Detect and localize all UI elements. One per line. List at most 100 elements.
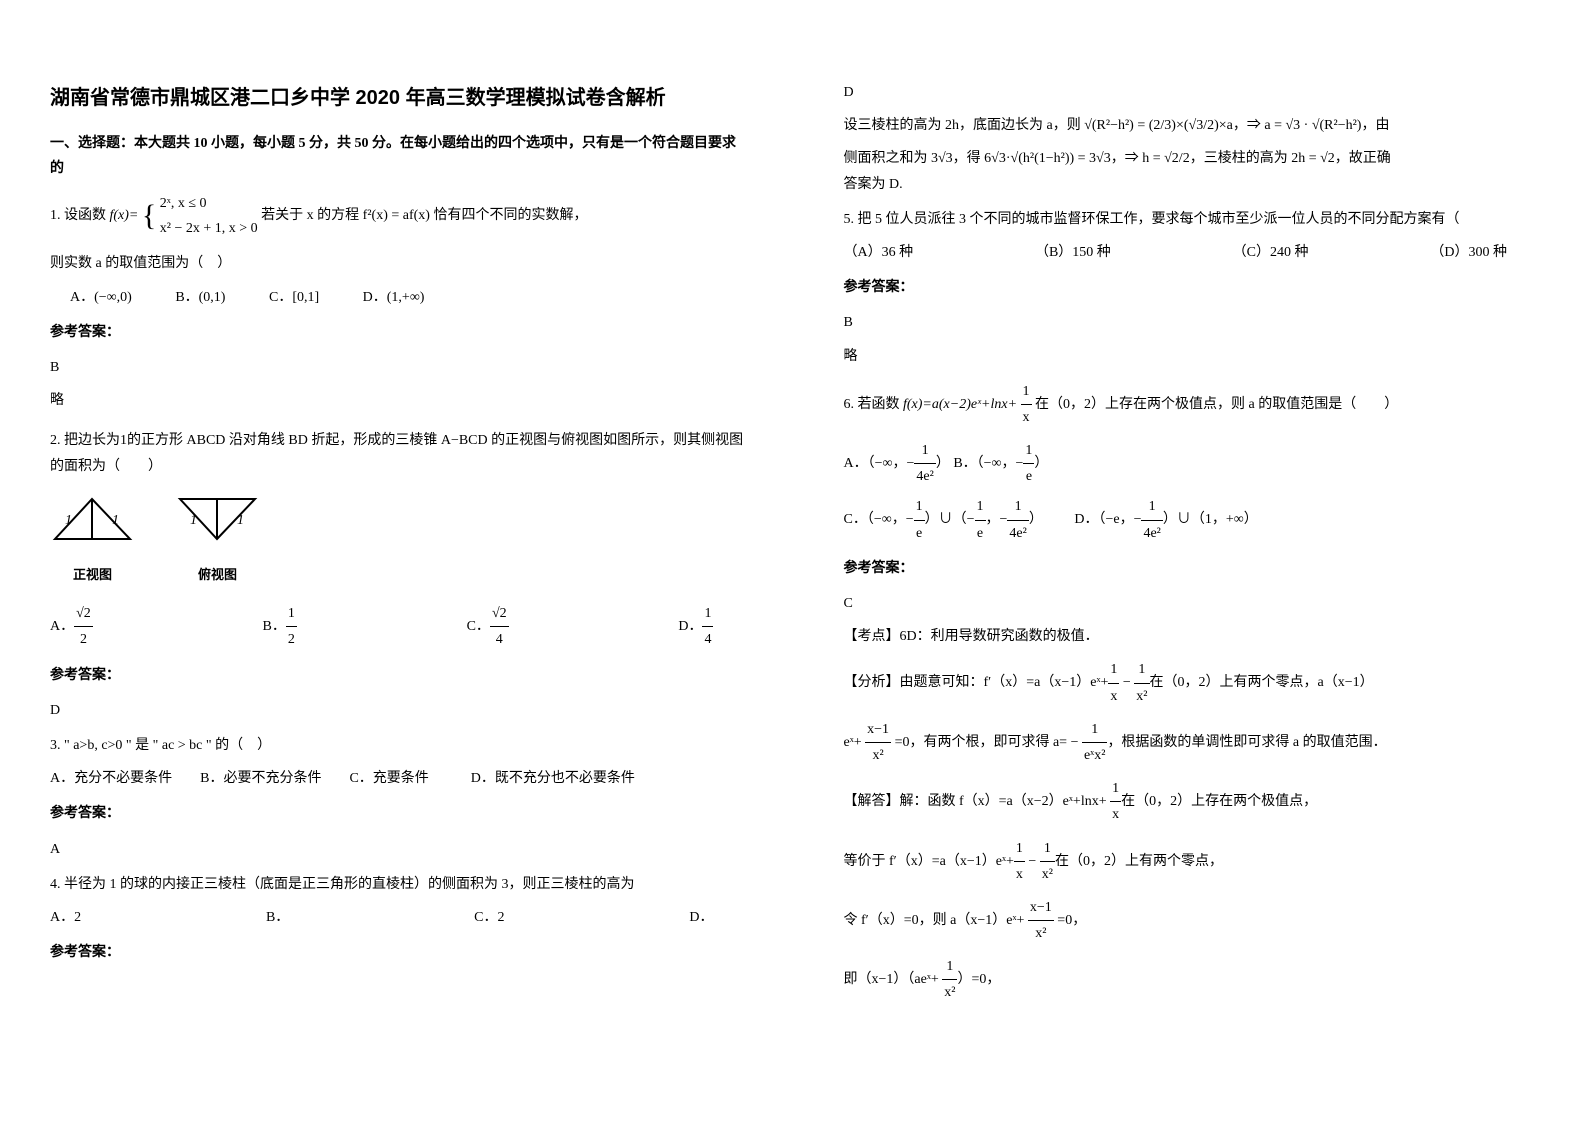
ans-label-5: 参考答案： [844, 275, 1538, 300]
l2-n: x−1 [865, 717, 891, 743]
q6b-post: ） [1034, 456, 1048, 471]
fx-d2: x² [1134, 684, 1149, 709]
q4-optC: C．2 [474, 905, 504, 930]
q2-optA-pre: A． [50, 619, 74, 634]
q2: 2. 把边长为1的正方形 ABCD 沿对角线 BD 折起，形成的三棱锥 A−BC… [50, 428, 744, 478]
title: 湖南省常德市鼎城区港二口乡中学 2020 年高三数学理模拟试卷含解析 [50, 80, 744, 116]
q6c-d3: 4e² [1007, 521, 1028, 546]
q6-fn: 1 [1021, 379, 1032, 405]
diagram-front: 1 1 正视图 [50, 494, 135, 587]
q1-optB: B．(0,1) [175, 290, 225, 305]
front-label: 正视图 [50, 563, 135, 586]
jd-tail: 在（0，2）上存在两个极值点， [1121, 794, 1317, 809]
q1-prefix: 1. 设函数 [50, 209, 106, 224]
jd-d: x [1110, 802, 1121, 827]
eq-tail: 在（0，2）上有两个零点， [1055, 853, 1223, 868]
q6c-d2: e [975, 521, 986, 546]
q4-options: A．2 B． C．2 D． [50, 905, 744, 930]
svg-text:1: 1 [190, 513, 197, 528]
q6-line2: eˣ+ x−1x² =0，有两个根，即可求得 a= − 1eˣx²，根据函数的单… [844, 717, 1538, 768]
q6b-n: 1 [1023, 438, 1034, 464]
right-page: D 设三棱柱的高为 2h，底面边长为 a，则 √(R²−h²) = (2/3)×… [794, 0, 1587, 1122]
q6c-n3: 1 [1007, 494, 1028, 520]
section1: 一、选择题：本大题共 10 小题，每小题 5 分，共 50 分。在每小题给出的四… [50, 131, 744, 181]
q6-optC: C．（−∞，−1e）∪（−1e，−14e²） D．（−e，−14e²）∪（1，+… [844, 494, 1538, 545]
q6a-n: 1 [914, 438, 935, 464]
q6-eq: 等价于 f′（x）=a（x−1）eˣ+1x − 1x²在（0，2）上有两个零点， [844, 836, 1538, 887]
ie-pre: 即（x−1）（aeˣ+ [844, 972, 943, 987]
q6b-pre: B．（−∞，− [953, 456, 1023, 471]
eq-mid: − [1025, 853, 1040, 868]
q4-sol1: 设三棱柱的高为 2h，底面边长为 a，则 √(R²−h²) = (2/3)×(√… [844, 113, 1538, 138]
fx-n1: 1 [1108, 657, 1119, 683]
l2-d: x² [865, 743, 891, 768]
fx-mid: − [1119, 675, 1134, 690]
ans-label-2: 参考答案： [50, 663, 744, 688]
q5-optD: （D）300 种 [1430, 240, 1507, 265]
q6-func: f(x)=a(x−2)eˣ+lnx+ [903, 397, 1017, 412]
q1-case1: 2ˣ, x ≤ 0 [160, 191, 258, 216]
q1-optD: D．(1,+∞) [363, 290, 425, 305]
fx-d1: x [1108, 684, 1119, 709]
q6b-d: e [1023, 464, 1034, 489]
q6c-n2: 1 [975, 494, 986, 520]
q6-kd: 【考点】6D：利用导数研究函数的极值． [844, 624, 1538, 649]
q4-optD: D． [689, 905, 713, 930]
q5: 5. 把 5 位人员派往 3 个不同的城市监督环保工作，要求每个城市至少派一位人… [844, 207, 1538, 232]
svg-text:1: 1 [112, 513, 119, 528]
ans-label-6: 参考答案： [844, 556, 1538, 581]
eq-d2: x² [1040, 862, 1055, 887]
q2-ans: D [50, 698, 744, 723]
q6-optA: A．（−∞，−14e²） B．（−∞，−1e） [844, 438, 1538, 489]
svg-text:1: 1 [237, 513, 244, 528]
l2-n2: 1 [1082, 717, 1107, 743]
q5-optB: （B）150 种 [1035, 240, 1111, 265]
q1-case2: x² − 2x + 1, x > 0 [160, 216, 258, 241]
q1-note: 略 [50, 388, 744, 413]
ans-label-4: 参考答案： [50, 940, 744, 965]
q6c-d1: e [914, 521, 925, 546]
q1-mid: 若关于 x 的方程 f²(x) = af(x) 恰有四个不同的实数解， [261, 209, 587, 224]
q4: 4. 半径为 1 的球的内接正三棱柱（底面是正三角形的直棱柱）的侧面积为 3，则… [50, 872, 744, 897]
q6c-mid: ）∪（− [925, 512, 975, 527]
q6a-pre: A．（−∞，− [844, 456, 915, 471]
q6c-m2: ，− [986, 512, 1008, 527]
top-view-svg: 1 1 [175, 494, 260, 549]
q2b-d: 2 [286, 627, 297, 652]
fx-pre: 【分析】由题意可知：f′（x）=a（x−1）eˣ+ [844, 675, 1109, 690]
q6d-pre: D．（−e，− [1074, 512, 1141, 527]
q2c-n: √2 [490, 601, 509, 627]
diagram-top: 1 1 俯视图 [175, 494, 260, 587]
q6-prefix: 6. 若函数 [844, 397, 900, 412]
q4-sol3: 答案为 D. [844, 172, 1538, 197]
ie-n: 1 [942, 954, 957, 980]
q1-options: A．(−∞,0) B．(0,1) C．[0,1] D．(1,+∞) [50, 285, 744, 310]
q6-fx: 【分析】由题意可知：f′（x）=a（x−1）eˣ+1x − 1x²在（0，2）上… [844, 657, 1538, 708]
q6-fd: x [1021, 405, 1032, 430]
q5-ans: B [844, 310, 1538, 335]
q2-optC-pre: C． [467, 619, 490, 634]
q2d-n: 1 [702, 601, 713, 627]
q4-optA: A．2 [50, 905, 81, 930]
q2b-n: 1 [286, 601, 297, 627]
q5-note: 略 [844, 344, 1538, 369]
q6-ans: C [844, 591, 1538, 616]
l2-tail: ，根据函数的单调性即可求得 a 的取值范围． [1107, 735, 1386, 750]
ie-d: x² [942, 980, 957, 1005]
q6a-post: ） [936, 456, 950, 471]
q6: 6. 若函数 f(x)=a(x−2)eˣ+lnx+ 1x 在（0，2）上存在两个… [844, 379, 1538, 430]
top-label: 俯视图 [175, 563, 260, 586]
q2a-n: √2 [74, 601, 93, 627]
q3: 3. " a>b, c>0 " 是 " ac > bc " 的（ ） [50, 733, 744, 758]
q3-opts: A．充分不必要条件 B．必要不充分条件 C．充要条件 D．既不充分也不必要条件 [50, 766, 744, 791]
q2d-d: 4 [702, 627, 713, 652]
q3-ans: A [50, 837, 744, 862]
q6d-post: ）∪（1，+∞） [1163, 512, 1258, 527]
l2-pre: eˣ+ [844, 735, 866, 750]
ie-tail: ）=0， [957, 972, 1000, 987]
q6c-n1: 1 [914, 494, 925, 520]
q4-sol2: 侧面积之和为 3√3，得 6√3·√(h²(1−h²)) = 3√3，⇒ h =… [844, 146, 1538, 171]
let-d: x² [1028, 921, 1054, 946]
let-n: x−1 [1028, 895, 1054, 921]
let-tail: =0， [1054, 913, 1086, 928]
